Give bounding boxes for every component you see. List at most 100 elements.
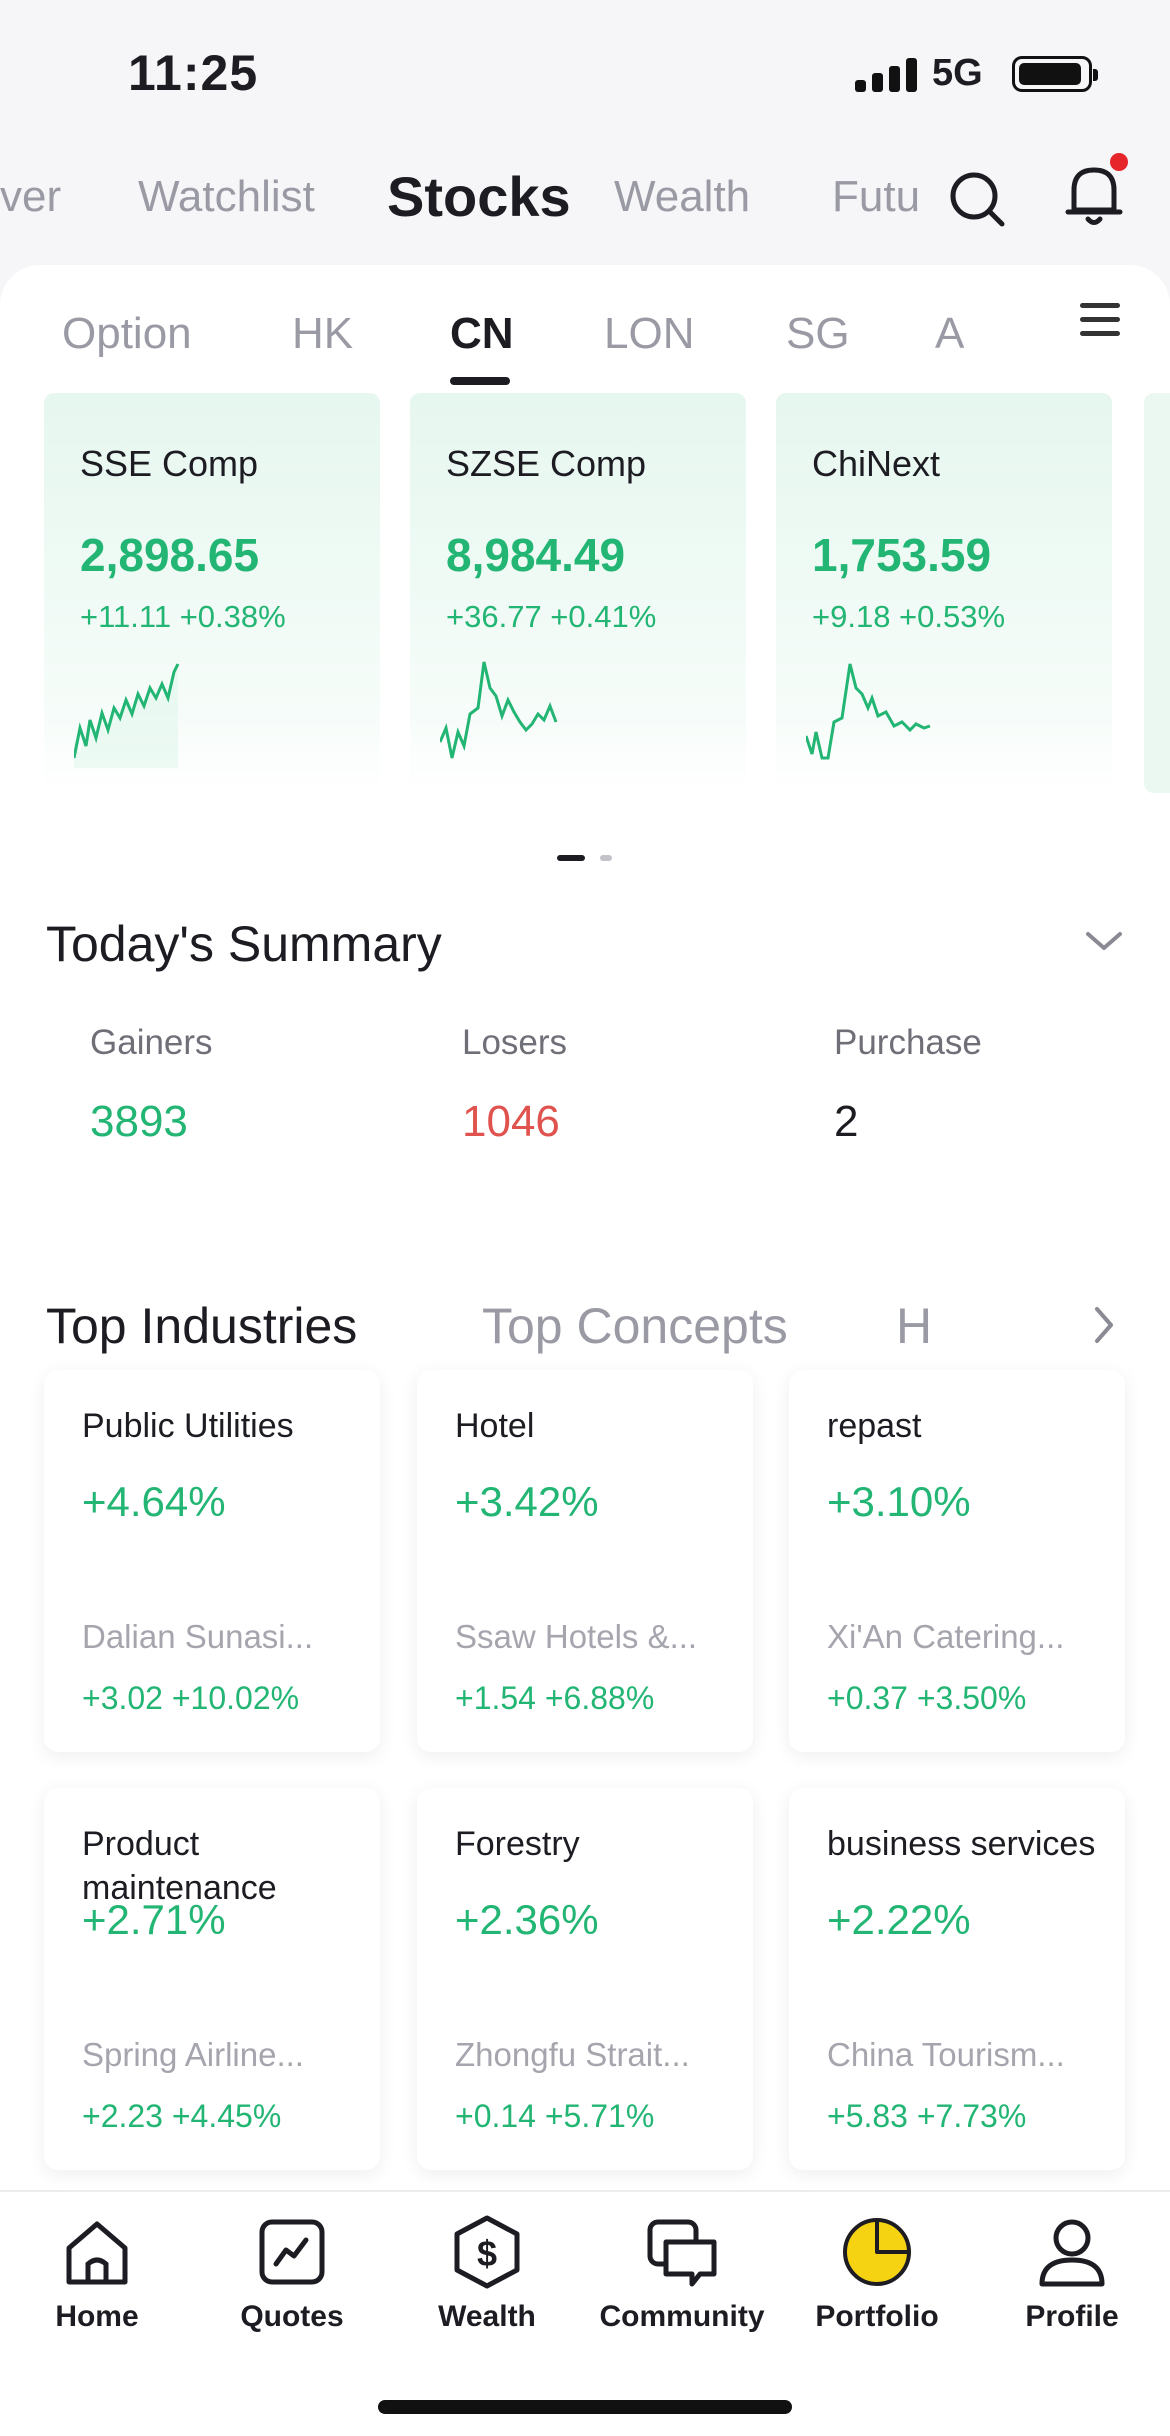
industry-name: Hotel	[455, 1407, 535, 1445]
index-card-sse[interactable]: SSE Comp 2,898.65 +11.11 +0.38%	[44, 393, 380, 793]
top-nav-watchlist[interactable]: Watchlist	[138, 172, 315, 221]
network-type: 5G	[932, 52, 983, 94]
bottom-tab-wealth[interactable]: $ Wealth	[402, 2212, 572, 2334]
industry-leader: China Tourism...	[827, 2036, 1065, 2073]
home-icon	[66, 2221, 128, 2285]
sparkline-sse	[74, 663, 180, 768]
industry-leader: Dalian Sunasi...	[82, 1618, 314, 1655]
index-card-chinext[interactable]: ChiNext 1,753.59 +9.18 +0.53%	[776, 393, 1112, 793]
industry-tabs: Top Industries Top Concepts H	[0, 1285, 1060, 1375]
home-indicator	[378, 2400, 792, 2414]
pager-dot-active	[557, 855, 585, 861]
status-bar: 11:25 5G	[0, 0, 1170, 150]
industry-leader-change: +1.54 +6.88%	[455, 1680, 655, 1716]
top-nav-discover[interactable]: ver	[0, 172, 62, 221]
portfolio-icon	[843, 2218, 911, 2286]
tab-more-industries[interactable]: H	[896, 1298, 933, 1354]
industry-change: +2.71%	[82, 1896, 226, 1943]
bottom-tab-community[interactable]: Community	[597, 2212, 767, 2334]
active-tab-indicator	[450, 377, 510, 385]
index-price: 2,898.65	[80, 529, 260, 581]
index-name: ChiNext	[812, 443, 941, 484]
market-tabs: Option HK CN LON SG A	[0, 287, 1000, 387]
industry-change: +2.36%	[455, 1896, 599, 1943]
search-icon[interactable]	[948, 170, 1008, 235]
industry-leader-change: +0.37 +3.50%	[827, 1680, 1027, 1716]
industry-leader-change: +3.02 +10.02%	[82, 1680, 300, 1716]
quotes-icon	[259, 2219, 325, 2285]
wealth-icon: $	[454, 2215, 520, 2289]
top-nav-stocks[interactable]: Stocks	[387, 165, 571, 228]
losers-value[interactable]: 1046	[462, 1097, 560, 1146]
industry-leader: Xi'An Catering...	[827, 1618, 1065, 1655]
industry-leader: Spring Airline...	[82, 2036, 304, 2073]
bottom-tab-profile[interactable]: Profile	[987, 2212, 1157, 2334]
bottom-tab-home[interactable]: Home	[12, 2212, 182, 2334]
industry-name: Public Utilities	[82, 1407, 294, 1445]
tab-cn[interactable]: CN	[450, 309, 514, 358]
industry-card[interactable]: Forestry +2.36% Zhongfu Strait... +0.14 …	[417, 1788, 753, 2170]
industry-leader: Zhongfu Strait...	[455, 2036, 690, 2073]
tab-lon[interactable]: LON	[604, 309, 695, 358]
industry-name: Product maintenance	[82, 1825, 277, 1907]
industry-change: +2.22%	[827, 1896, 971, 1943]
svg-text:$: $	[477, 2233, 497, 2274]
bottom-tab-portfolio[interactable]: Portfolio	[792, 2212, 962, 2334]
profile-icon	[1039, 2219, 1105, 2287]
chevron-right-icon[interactable]	[1093, 1305, 1117, 1350]
industry-card[interactable]: Public Utilities +4.64% Dalian Sunasi...…	[44, 1370, 380, 1752]
bottom-tab-bar: Home Quotes $ Wealth Community Portfolio	[0, 2190, 1170, 2436]
top-nav: ver Watchlist Stocks Wealth Futu	[0, 150, 1170, 260]
tab-top-concepts[interactable]: Top Concepts	[482, 1298, 788, 1354]
gainers-value[interactable]: 3893	[90, 1097, 188, 1146]
industry-card[interactable]: repast +3.10% Xi'An Catering... +0.37 +3…	[789, 1370, 1125, 1752]
index-price: 1,753.59	[812, 529, 992, 581]
gainers-label: Gainers	[90, 1023, 213, 1062]
industry-name: business services	[827, 1825, 1096, 1863]
purchase-label: Purchase	[834, 1023, 982, 1062]
industry-change: +3.42%	[455, 1478, 599, 1525]
top-nav-wealth[interactable]: Wealth	[614, 172, 751, 221]
index-price: 8,984.49	[446, 529, 626, 581]
purchase-value[interactable]: 2	[834, 1097, 859, 1146]
industry-leader-change: +2.23 +4.45%	[82, 2098, 282, 2134]
index-card-next-peek[interactable]	[1144, 393, 1170, 793]
tab-top-industries[interactable]: Top Industries	[46, 1298, 358, 1354]
tab-sg[interactable]: SG	[786, 309, 850, 358]
industry-name: repast	[827, 1407, 922, 1445]
industry-leader: Ssaw Hotels &...	[455, 1618, 698, 1655]
bottom-tab-quotes[interactable]: Quotes	[207, 2212, 377, 2334]
industry-change: +4.64%	[82, 1478, 226, 1525]
battery-icon	[1012, 56, 1098, 92]
chevron-down-icon[interactable]	[1084, 930, 1124, 959]
index-name: SSE Comp	[80, 443, 259, 484]
index-name: SZSE Comp	[446, 443, 647, 484]
community-icon	[647, 2219, 717, 2287]
notification-bell-icon[interactable]	[1062, 150, 1132, 237]
industry-card[interactable]: Product maintenance +2.71% Spring Airlin…	[44, 1788, 380, 2170]
main-content: Option HK CN LON SG A SSE Comp 2,898.65 …	[0, 265, 1170, 2195]
sparkline-szse	[440, 661, 558, 759]
industry-change: +3.10%	[827, 1478, 971, 1525]
notification-dot	[1110, 153, 1128, 171]
losers-label: Losers	[462, 1023, 568, 1062]
menu-icon[interactable]	[1080, 303, 1120, 337]
industry-card[interactable]: business services +2.22% China Tourism..…	[789, 1788, 1125, 2170]
industry-leader-change: +5.83 +7.73%	[827, 2098, 1027, 2134]
sparkline-chinext	[806, 663, 931, 760]
index-change: +9.18 +0.53%	[812, 599, 1006, 634]
tab-more-market[interactable]: A	[935, 309, 965, 358]
industry-name: Forestry	[455, 1825, 580, 1863]
tab-option[interactable]: Option	[62, 309, 192, 358]
summary-title: Today's Summary	[46, 916, 442, 972]
industry-card[interactable]: Hotel +3.42% Ssaw Hotels &... +1.54 +6.8…	[417, 1370, 753, 1752]
status-time: 11:25	[128, 45, 259, 101]
tab-hk[interactable]: HK	[292, 309, 354, 358]
top-nav-futures[interactable]: Futu	[832, 172, 921, 221]
signal-icon	[855, 58, 917, 92]
pager-dot[interactable]	[600, 855, 612, 861]
index-change: +11.11 +0.38%	[80, 599, 286, 634]
index-change: +36.77 +0.41%	[446, 599, 657, 634]
industry-leader-change: +0.14 +5.71%	[455, 2098, 655, 2134]
index-card-szse[interactable]: SZSE Comp 8,984.49 +36.77 +0.41%	[410, 393, 746, 793]
